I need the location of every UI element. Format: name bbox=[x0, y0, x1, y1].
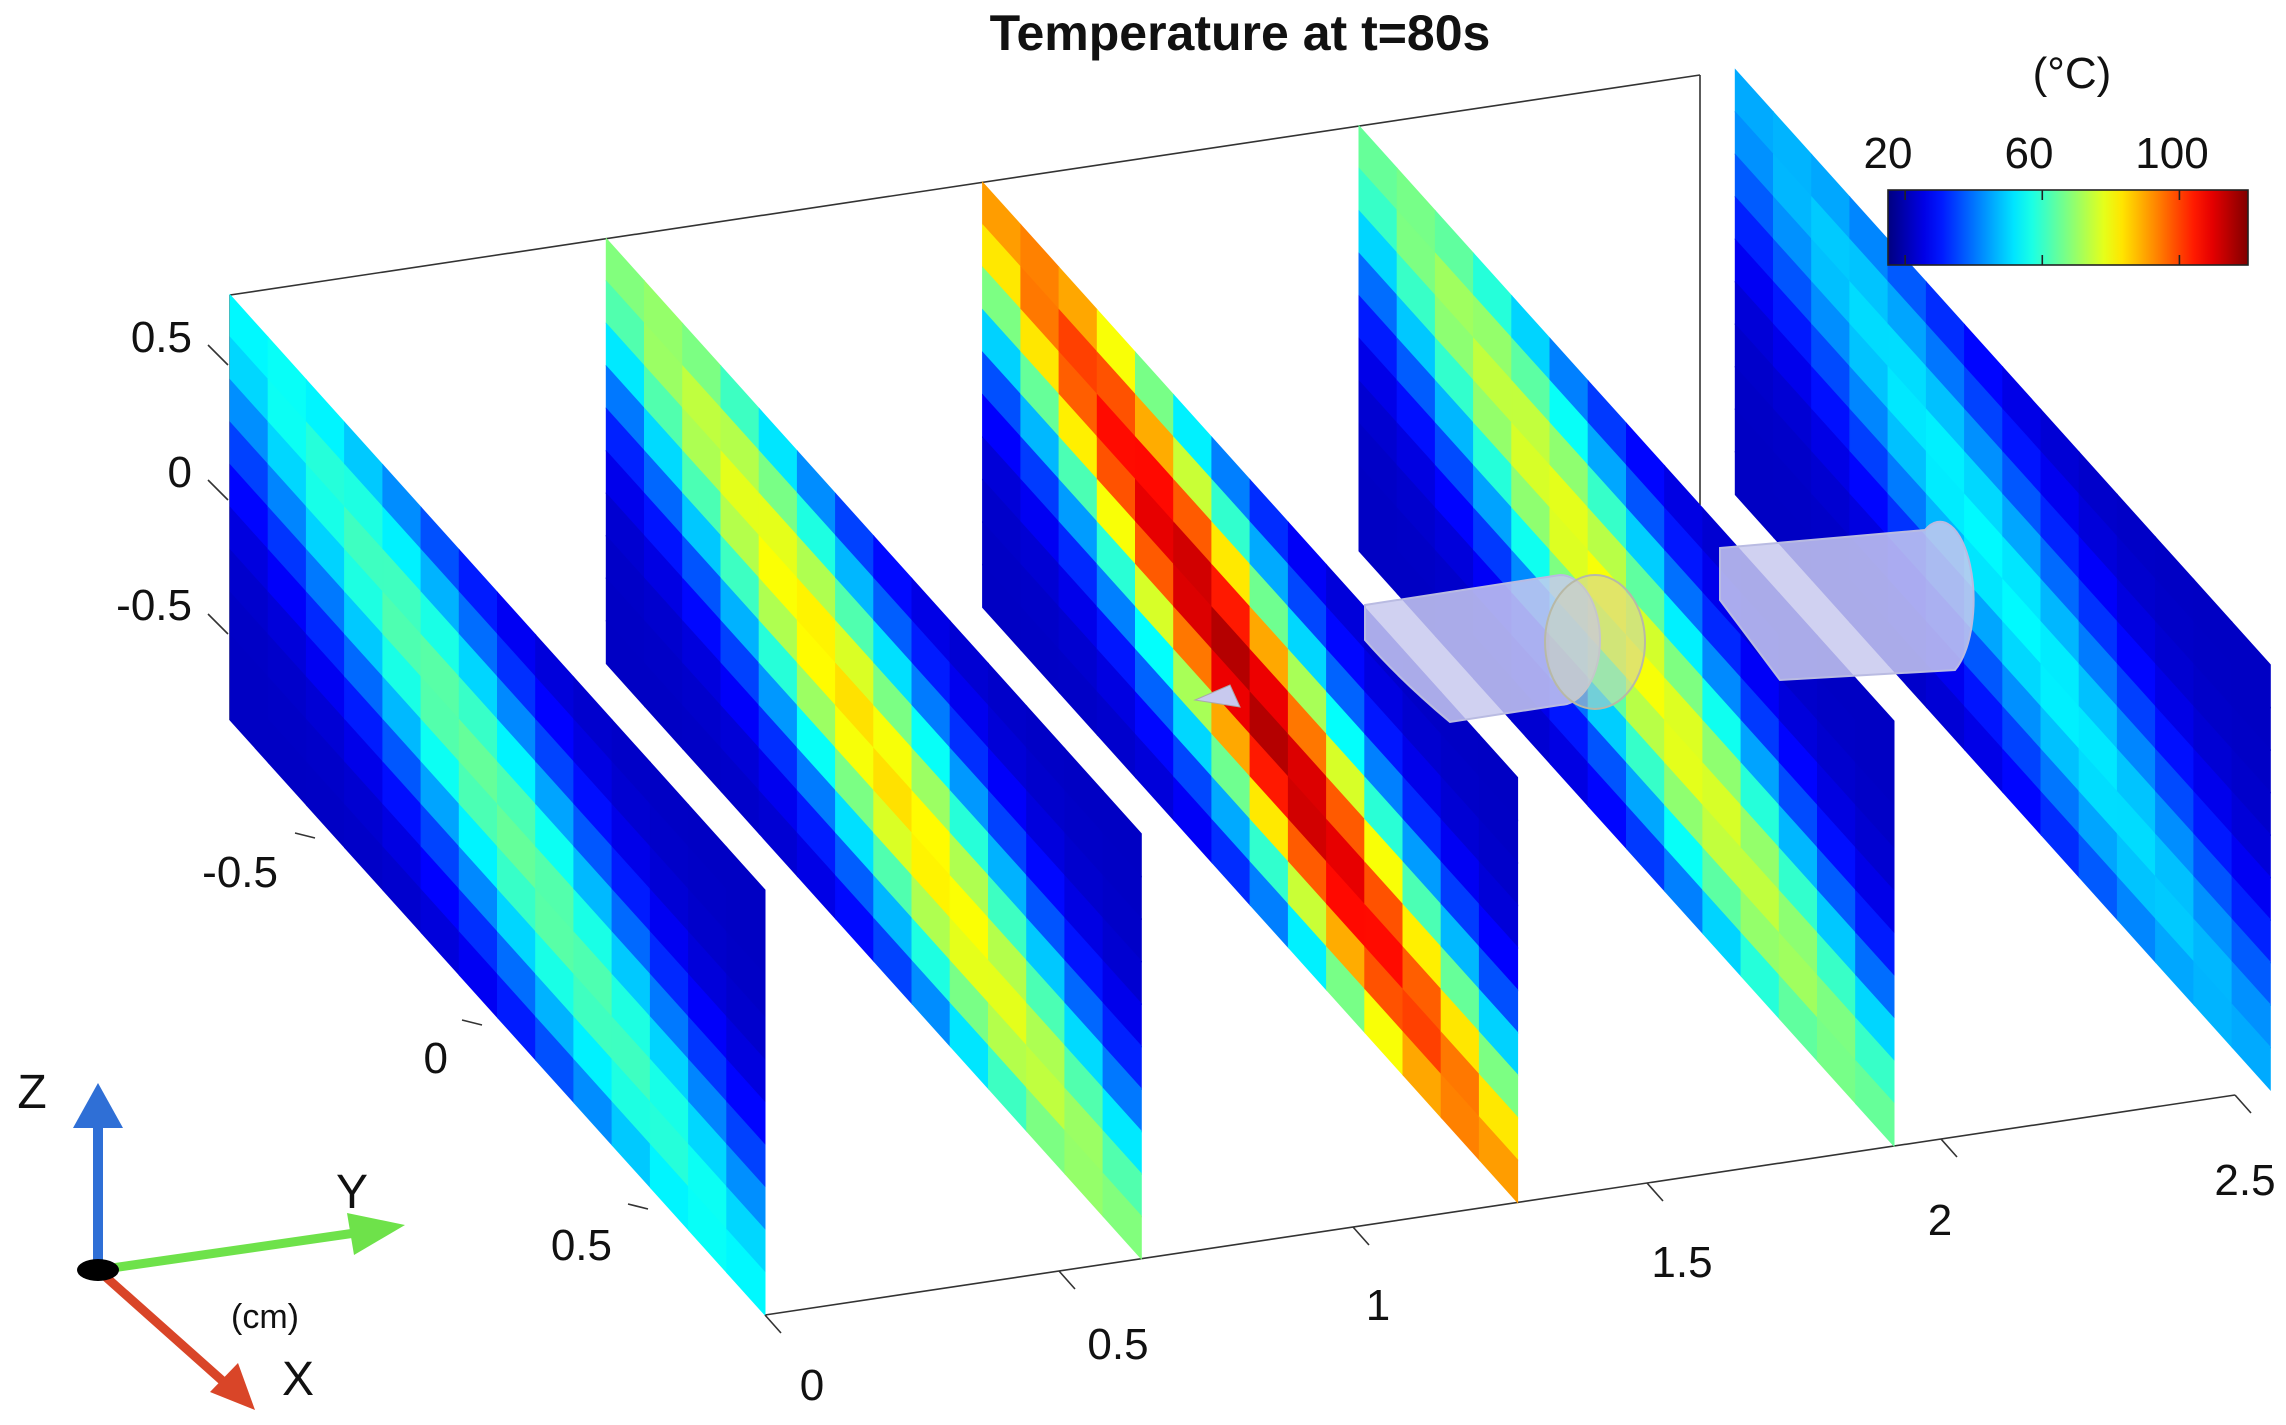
y-tick-5 bbox=[2234, 1094, 2252, 1114]
triad-y-label: Y bbox=[336, 1166, 368, 1219]
x-tick-label-2: 0.5 bbox=[551, 1221, 612, 1270]
x-tick-label-0: -0.5 bbox=[202, 848, 278, 897]
triad-x-arrowhead bbox=[210, 1363, 255, 1410]
y-tick-label-3: 1.5 bbox=[1651, 1238, 1712, 1287]
triad-unit: (cm) bbox=[231, 1298, 299, 1336]
slice-plane-1 bbox=[605, 237, 1142, 1261]
y-tick-label-0: 0 bbox=[800, 1361, 824, 1410]
colorbar-tick-label-2: 100 bbox=[2135, 129, 2208, 178]
y-tick-label-1: 0.5 bbox=[1087, 1320, 1148, 1369]
y-tick-label-2: 1 bbox=[1366, 1281, 1390, 1330]
axis-triad: Z Y X (cm) bbox=[17, 1066, 405, 1410]
chart-title: Temperature at t=80s bbox=[990, 5, 1491, 61]
heater-cylinder-back bbox=[1719, 520, 1975, 682]
y-axis bbox=[764, 1094, 2252, 1334]
z-tick-label-2: -0.5 bbox=[116, 581, 192, 630]
y-tick-label-4: 2 bbox=[1928, 1196, 1952, 1245]
z-axis bbox=[207, 344, 229, 635]
triad-z-label: Z bbox=[17, 1066, 46, 1119]
y-tick-1 bbox=[1058, 1270, 1076, 1290]
colorbar: (°C) 20 60 100 bbox=[1864, 49, 2249, 266]
heater-tip bbox=[1193, 684, 1241, 708]
colorbar-scale bbox=[1887, 189, 2249, 266]
colorbar-tick-label-1: 60 bbox=[2005, 129, 2054, 178]
triad-origin bbox=[77, 1259, 119, 1281]
colorbar-tick-label-0: 20 bbox=[1864, 129, 1913, 178]
slice-plane-0 bbox=[229, 293, 766, 1317]
triad-x-arrow bbox=[95, 1266, 229, 1388]
colorbar-unit: (°C) bbox=[2033, 49, 2112, 98]
y-tick-4 bbox=[1940, 1138, 1958, 1158]
slice-cell bbox=[1102, 1172, 1142, 1261]
slice-cell bbox=[1855, 1059, 1895, 1148]
x-axis bbox=[294, 832, 649, 1210]
triad-y-arrowhead bbox=[347, 1213, 405, 1255]
x-tick-label-1: 0 bbox=[424, 1034, 448, 1083]
z-tick-label-0: 0.5 bbox=[131, 313, 192, 362]
slice-cell bbox=[1478, 1116, 1519, 1204]
z-tick-label-1: 0 bbox=[168, 448, 192, 497]
slice-cell bbox=[2231, 1003, 2271, 1092]
y-tick-0 bbox=[764, 1314, 782, 1334]
triad-y-arrow bbox=[97, 1228, 356, 1275]
slice-plane-2 bbox=[982, 181, 1519, 1204]
triad-z-arrowhead bbox=[73, 1083, 123, 1128]
heater-cylinder-front-end bbox=[1544, 574, 1646, 710]
triad-x-label: X bbox=[282, 1353, 314, 1406]
y-tick-label-5: 2.5 bbox=[2214, 1156, 2275, 1205]
y-tick-3 bbox=[1646, 1182, 1664, 1202]
heater-cylinders bbox=[1193, 520, 1975, 724]
y-tick-2 bbox=[1352, 1226, 1370, 1246]
